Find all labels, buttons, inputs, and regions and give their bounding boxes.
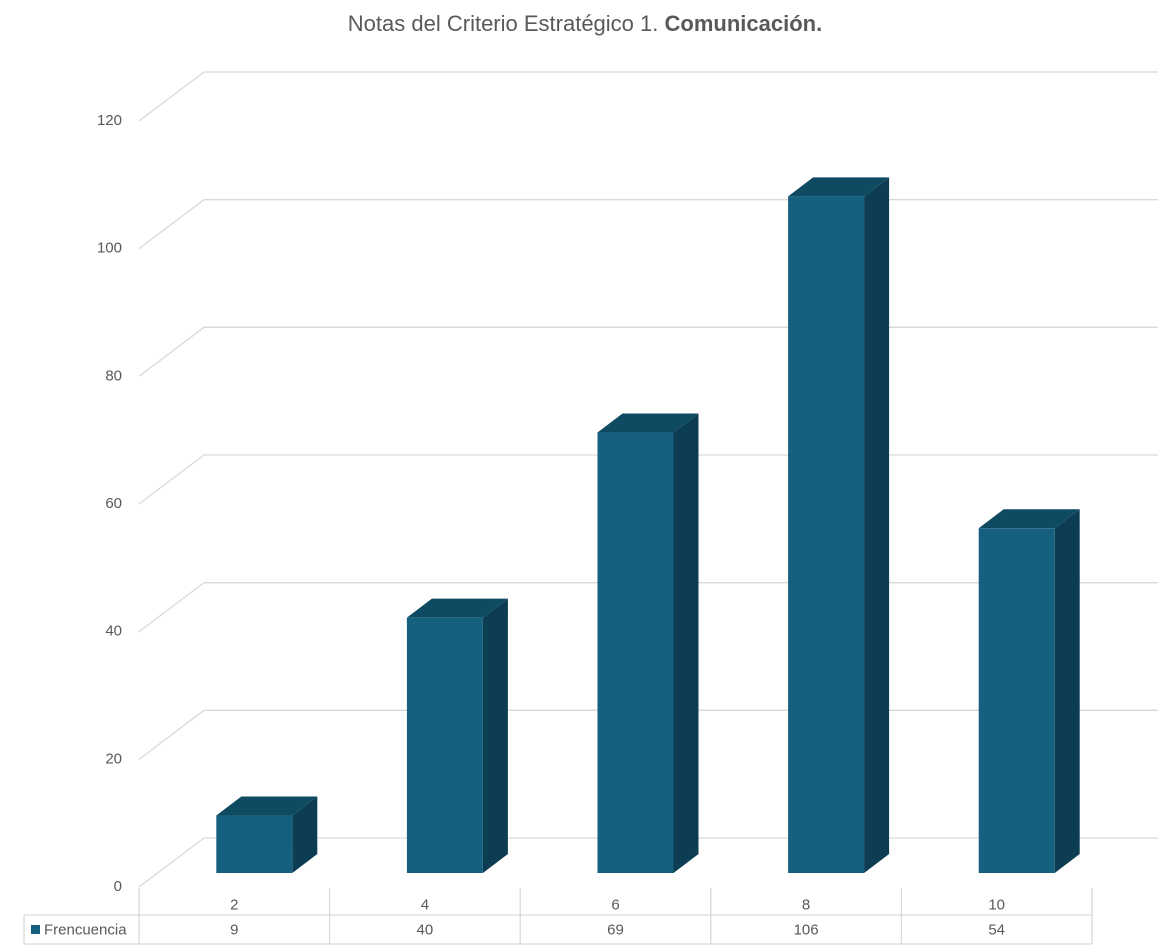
title-part: Notas del Criterio Estratégico 1. [348, 11, 659, 36]
table-value: 40 [417, 921, 434, 938]
bar-side [1054, 509, 1080, 873]
title-part: Comunicación. [665, 11, 823, 36]
bar-front [406, 617, 483, 873]
table-value: 106 [794, 921, 819, 938]
y-tick-label: 100 [97, 240, 122, 257]
grid-line [138, 199, 1158, 250]
table-value: 9 [230, 921, 238, 938]
bar-top [406, 598, 508, 618]
bar-top [788, 177, 890, 197]
bar-top [978, 509, 1080, 529]
x-tick-label: 4 [421, 896, 429, 913]
chart-title: Notas del Criterio Estratégico 1. Comuni… [348, 11, 822, 36]
y-tick-label: 60 [105, 495, 122, 512]
table-value: 69 [607, 921, 624, 938]
x-tick-label: 6 [611, 896, 619, 913]
y-tick-label: 120 [97, 112, 122, 129]
y-tick-label: 40 [105, 623, 122, 640]
bar [216, 796, 318, 873]
legend-label: Frencuencia [44, 921, 127, 938]
y-tick-label: 80 [105, 367, 122, 384]
bar [597, 413, 699, 873]
bar-top [597, 413, 699, 433]
x-tick-label: 8 [802, 896, 810, 913]
y-tick-label: 0 [114, 878, 122, 895]
grid-line [138, 71, 1158, 122]
bar-front [597, 432, 674, 873]
grid-line [138, 326, 1158, 377]
bar-front [788, 196, 865, 873]
bar [978, 509, 1080, 873]
bar-side [482, 598, 508, 873]
x-tick-label: 10 [988, 896, 1005, 913]
bar-front [978, 528, 1055, 873]
bar-side [673, 413, 699, 873]
bar-top [216, 796, 318, 816]
bar-side [864, 177, 890, 873]
bar-side [292, 796, 318, 873]
x-tick-label: 2 [230, 896, 238, 913]
bar [406, 598, 508, 873]
y-tick-label: 20 [105, 750, 122, 767]
table-value: 54 [988, 921, 1005, 938]
bar [788, 177, 890, 873]
bar-front [216, 815, 293, 873]
legend-swatch [31, 925, 40, 934]
